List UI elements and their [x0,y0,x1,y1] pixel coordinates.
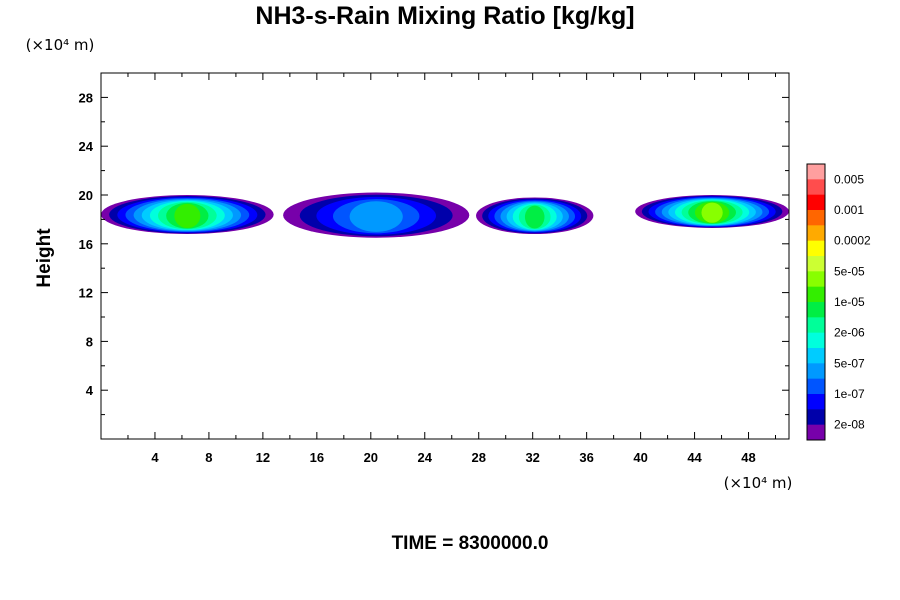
cell-d [635,195,789,228]
colorbar-swatch [807,394,825,410]
y-tick-label: 12 [79,286,93,301]
colorbar-swatch [807,271,825,288]
colorbar-swatch [807,302,825,318]
colorbar-frame [806,163,826,441]
x-tick-label: 44 [687,450,702,465]
y-unit-label: (×10⁴ m) [26,36,95,54]
y-tick-label: 4 [86,383,94,398]
x-tick-label: 4 [151,450,159,465]
y-tick-label: 28 [79,90,93,105]
colorbar-swatch [807,286,825,303]
x-tick-label: 32 [525,450,539,465]
cell-c [476,197,594,235]
colorbar-swatch [807,348,825,364]
colorbar-label: 1e-07 [834,387,865,401]
colorbar-swatch [807,363,825,380]
cell-b [283,192,470,238]
colorbar-swatch [807,194,825,211]
colorbar-label: 5e-05 [834,264,865,278]
colorbar-swatch [807,378,825,395]
x-tick-label: 20 [364,450,378,465]
contour-level [349,201,403,232]
contour-level [524,205,545,229]
time-label: TIME = 8300000.0 [392,533,549,554]
plot-area [101,192,789,238]
colorbar-label: 2e-06 [834,326,865,340]
contour-level [701,202,723,223]
colorbar-swatch [807,332,825,349]
colorbar-label: 0.001 [834,203,864,217]
colorbar-label: 2e-08 [834,418,865,432]
colorbar-label: 1e-05 [834,295,865,309]
colorbar-label: 0.005 [834,172,864,186]
y-tick-label: 24 [79,139,94,154]
x-tick-label: 8 [205,450,212,465]
y-tick-label: 16 [79,237,93,252]
colorbar-label: 5e-07 [834,356,865,370]
x-tick-label: 12 [256,450,270,465]
x-tick-label: 28 [471,450,485,465]
chart-title: NH3-s-Rain Mixing Ratio [kg/kg] [255,2,634,30]
x-tick-label: 36 [579,450,593,465]
y-tick-label: 8 [86,334,93,349]
colorbar-swatch [807,240,825,257]
contour-level [174,203,201,228]
x-tick-label: 24 [418,450,433,465]
colorbar-swatch [807,164,825,180]
colorbar-swatch [807,225,825,242]
x-tick-label: 40 [633,450,647,465]
x-tick-label: 48 [741,450,755,465]
colorbar: 0.005 0.001 0.0002 5e-05 1e-05 2e-06 5e-07 1e-0… [806,163,871,441]
colorbar-swatch [807,256,825,272]
plot-frame [100,72,790,440]
y-tick-label: 20 [79,188,93,203]
x-unit-label: (×10⁴ m) [724,474,793,492]
colorbar-swatch [807,409,825,426]
y-axis-label: Height [34,228,55,288]
cell-a [101,195,274,235]
colorbar-label: 0.0002 [834,234,871,248]
x-tick-label: 16 [310,450,324,465]
colorbar-swatch [807,179,825,196]
colorbar-swatch [807,317,825,334]
colorbar-swatch [807,424,825,441]
colorbar-swatch [807,210,825,226]
